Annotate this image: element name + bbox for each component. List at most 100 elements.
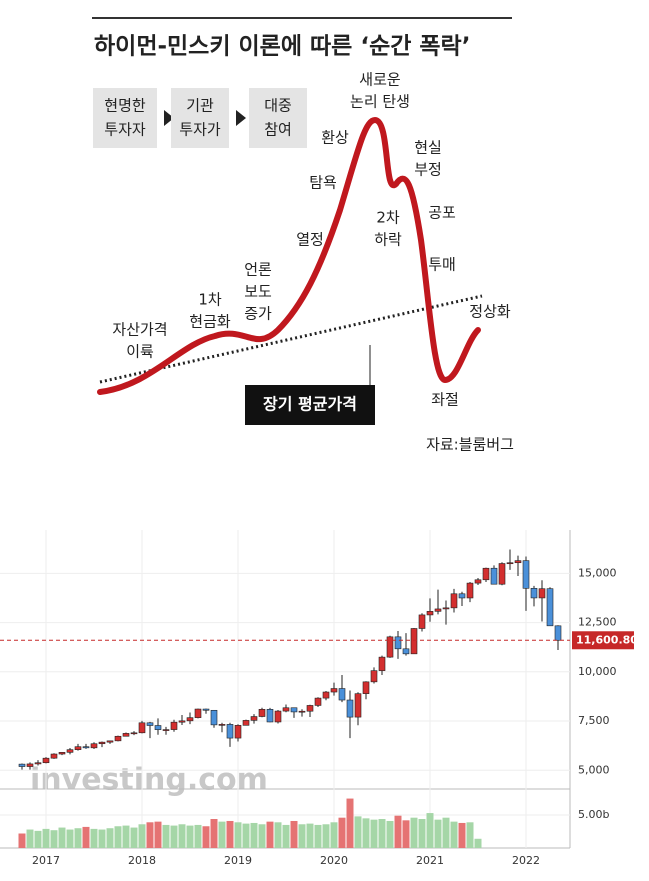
candle-body — [26, 763, 34, 767]
candle-body — [426, 611, 434, 616]
source: 자료:블룸버그 — [426, 436, 514, 454]
volume-bar — [418, 819, 426, 848]
volume-bar — [402, 820, 410, 848]
volume-bar — [386, 820, 394, 848]
phase-label: 증가 — [244, 305, 272, 323]
volume-bar — [234, 822, 242, 848]
candle-body — [386, 636, 394, 658]
stage-box — [93, 88, 157, 148]
candle-body — [314, 697, 322, 706]
candle-body — [114, 735, 122, 742]
baseline-box — [245, 385, 375, 425]
arrow — [164, 110, 174, 126]
candle-body — [490, 567, 498, 585]
candle-body — [474, 579, 482, 584]
volume-bar — [194, 824, 202, 848]
candle-body — [330, 688, 338, 693]
y-tick-label: 7,500 — [578, 714, 610, 727]
x-tick-label: 2018 — [128, 854, 156, 867]
volume-bar — [226, 820, 234, 848]
phase-label: 환상 — [321, 129, 349, 147]
candle-body — [162, 729, 170, 731]
candle-body — [394, 636, 402, 650]
phase-label: 하락 — [374, 231, 402, 249]
candle-body — [306, 705, 314, 712]
candle-body — [402, 648, 410, 655]
candle-body — [370, 670, 378, 683]
stage-box — [249, 88, 307, 148]
volume-bar — [242, 823, 250, 848]
stage-box — [171, 88, 229, 148]
volume-bar — [282, 824, 290, 848]
candle-body — [218, 724, 226, 726]
candle-body — [442, 607, 450, 610]
volume-bar — [322, 824, 330, 848]
candle-body — [418, 614, 426, 629]
volume-bar — [218, 821, 226, 848]
candle-body — [546, 588, 554, 627]
candle-body — [226, 724, 234, 739]
volume-bar — [250, 822, 258, 848]
candle-body — [178, 720, 186, 723]
candle-body — [290, 707, 298, 713]
candle-body — [18, 763, 26, 767]
volume-bar — [370, 819, 378, 848]
x-tick-label: 2017 — [32, 854, 60, 867]
candle-body — [130, 732, 138, 735]
candle-body — [498, 563, 506, 585]
volume-bar — [178, 824, 186, 848]
candle-body — [42, 757, 50, 764]
volume-bar — [434, 819, 442, 848]
candle-body — [210, 709, 218, 726]
candle-body — [346, 699, 354, 718]
candle-body — [354, 693, 362, 718]
volume-bar — [26, 829, 34, 848]
candle-body — [258, 709, 266, 717]
volume-bar — [170, 825, 178, 848]
phase-label: 새로운 — [359, 71, 401, 89]
candle-body — [482, 567, 490, 581]
x-tick-label: 2020 — [320, 854, 348, 867]
phase-label: 현실 — [414, 139, 442, 157]
volume-bar — [50, 830, 58, 848]
phase-label: 논리 탄생 — [350, 93, 410, 111]
volume-bar — [210, 819, 218, 848]
candle-body — [322, 691, 330, 699]
volume-bar — [122, 825, 130, 848]
volume-bar — [346, 798, 354, 848]
x-tick-label: 2021 — [416, 854, 444, 867]
y-tick-label: 15,000 — [578, 566, 617, 579]
watermark: investing.com — [30, 763, 268, 798]
volume-bar — [130, 827, 138, 848]
candle-body — [282, 707, 290, 712]
candle-body — [234, 725, 242, 739]
volume-bar — [146, 822, 154, 848]
volume-bar — [354, 816, 362, 848]
candle-body — [90, 743, 98, 749]
y-tick-label: 5,000 — [578, 763, 610, 776]
volume-bar — [458, 822, 466, 848]
volume-bar — [82, 826, 90, 848]
volume-tick-label: 5.00b — [578, 808, 609, 821]
candle-body — [98, 741, 106, 745]
volume-bar — [362, 818, 370, 848]
volume-bar — [258, 824, 266, 848]
candle-body — [538, 588, 546, 599]
y-tick-label: 12,500 — [578, 616, 617, 629]
last-price-box — [572, 631, 634, 650]
phase-label: 정상화 — [469, 303, 511, 321]
phase-label: 열정 — [296, 231, 324, 249]
candle-body — [74, 746, 82, 750]
volume-bar — [162, 824, 170, 848]
candle-body — [530, 587, 538, 599]
volume-bar — [42, 828, 50, 848]
volume-bar — [394, 815, 402, 848]
volume-bar — [314, 824, 322, 848]
y-tick-label: 10,000 — [578, 665, 617, 678]
volume-bar — [74, 828, 82, 848]
volume-bar — [338, 817, 346, 848]
phase-label: 언론 — [244, 261, 272, 279]
stage-label: 현명한 — [104, 97, 146, 115]
